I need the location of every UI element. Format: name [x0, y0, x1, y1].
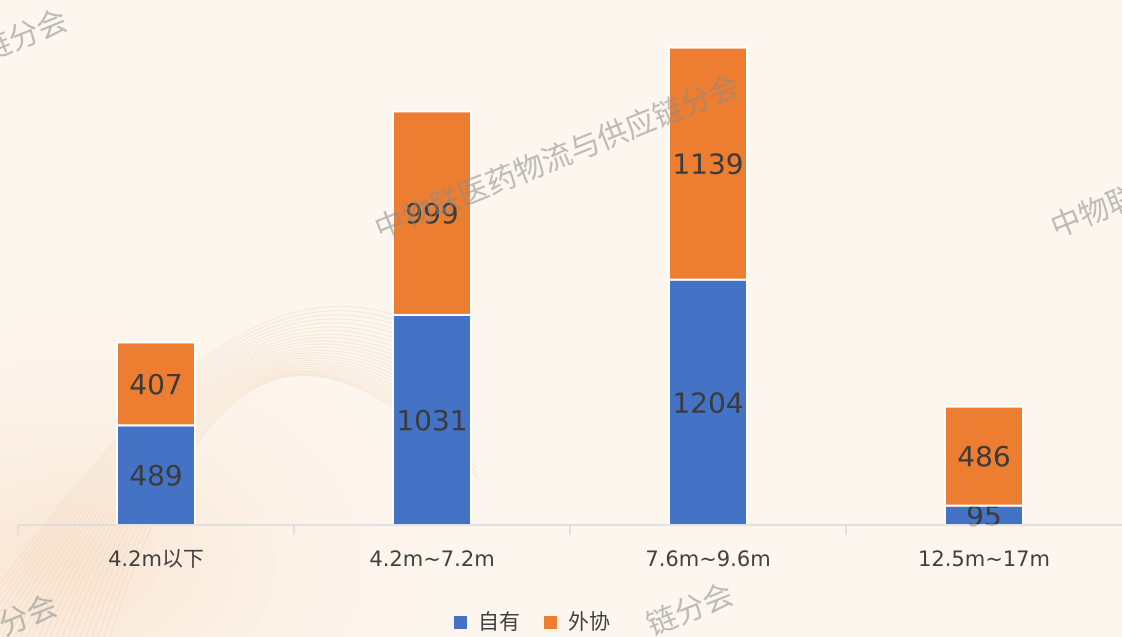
data-label-owned-2: 1204: [672, 386, 743, 419]
data-label-outsourced-2: 1139: [672, 148, 743, 181]
bar-outsourced-2: [668, 46, 748, 281]
x-tick-label-2: 7.6m~9.6m: [645, 547, 770, 571]
bar-outsourced-3: [944, 405, 1024, 507]
bar-owned-0: [116, 424, 196, 526]
x-tick-label-0: 4.2m以下: [108, 547, 204, 571]
x-tick-label-1: 4.2m~7.2m: [369, 547, 494, 571]
legend-label-outsourced: 外协: [568, 610, 610, 634]
x-tick-label-3: 12.5m~17m: [918, 547, 1050, 571]
data-label-owned-1: 1031: [396, 404, 467, 437]
legend: 自有 外协: [454, 610, 610, 634]
x-axis: 4.2m以下 4.2m~7.2m 7.6m~9.6m 12.5m~17m: [17, 524, 1122, 571]
data-label-outsourced-0: 407: [129, 368, 182, 401]
data-label-outsourced-1: 999: [405, 197, 458, 230]
bar-owned-2: [668, 278, 748, 526]
bar-outsourced-0: [116, 341, 196, 427]
legend-swatch-owned: [454, 616, 467, 629]
data-label-owned-0: 489: [129, 459, 182, 492]
data-label-outsourced-3: 486: [957, 440, 1010, 473]
bar-outsourced-1: [392, 110, 472, 316]
legend-label-owned: 自有: [478, 610, 520, 634]
legend-swatch-outsourced: [544, 616, 557, 629]
